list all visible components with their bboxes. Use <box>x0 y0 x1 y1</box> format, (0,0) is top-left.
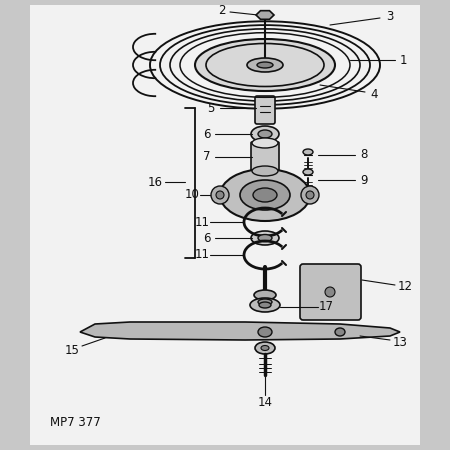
Ellipse shape <box>258 130 272 138</box>
Ellipse shape <box>247 58 283 72</box>
Ellipse shape <box>195 39 335 91</box>
Text: 12: 12 <box>397 280 413 293</box>
Ellipse shape <box>303 149 313 155</box>
Text: 7: 7 <box>203 150 211 163</box>
Text: 4: 4 <box>370 87 378 100</box>
Bar <box>30 5 420 445</box>
Ellipse shape <box>335 328 345 336</box>
Text: 11: 11 <box>194 248 210 261</box>
Ellipse shape <box>220 169 310 221</box>
Text: 14: 14 <box>257 396 273 409</box>
Ellipse shape <box>254 290 276 300</box>
Ellipse shape <box>252 166 278 176</box>
Ellipse shape <box>250 298 280 312</box>
Text: MP7 377: MP7 377 <box>50 415 101 428</box>
Text: 1: 1 <box>399 54 407 67</box>
Ellipse shape <box>257 62 273 68</box>
FancyBboxPatch shape <box>255 96 275 124</box>
Text: 13: 13 <box>392 336 407 348</box>
Ellipse shape <box>240 180 290 210</box>
Text: 11: 11 <box>194 216 210 229</box>
Ellipse shape <box>303 169 313 175</box>
Text: 17: 17 <box>319 301 333 314</box>
FancyBboxPatch shape <box>251 142 279 172</box>
Text: 6: 6 <box>203 231 211 244</box>
Ellipse shape <box>251 231 279 245</box>
Ellipse shape <box>211 186 229 204</box>
Ellipse shape <box>253 188 277 202</box>
Polygon shape <box>80 322 400 340</box>
Ellipse shape <box>251 126 279 142</box>
Text: 16: 16 <box>148 176 162 189</box>
Ellipse shape <box>255 342 275 354</box>
Ellipse shape <box>216 191 224 199</box>
Text: 5: 5 <box>207 102 215 114</box>
Text: 10: 10 <box>184 189 199 202</box>
Text: 2: 2 <box>218 4 226 17</box>
Text: 3: 3 <box>386 9 394 22</box>
Ellipse shape <box>325 287 335 297</box>
Text: 6: 6 <box>203 127 211 140</box>
Ellipse shape <box>258 299 272 305</box>
Ellipse shape <box>259 302 271 308</box>
Ellipse shape <box>306 191 314 199</box>
FancyBboxPatch shape <box>300 264 361 320</box>
Text: 15: 15 <box>64 343 80 356</box>
Text: 8: 8 <box>360 148 368 162</box>
Ellipse shape <box>258 327 272 337</box>
Polygon shape <box>256 11 274 19</box>
Ellipse shape <box>261 346 269 351</box>
Ellipse shape <box>301 186 319 204</box>
Text: 9: 9 <box>360 174 368 186</box>
Ellipse shape <box>252 138 278 148</box>
Ellipse shape <box>258 234 272 242</box>
